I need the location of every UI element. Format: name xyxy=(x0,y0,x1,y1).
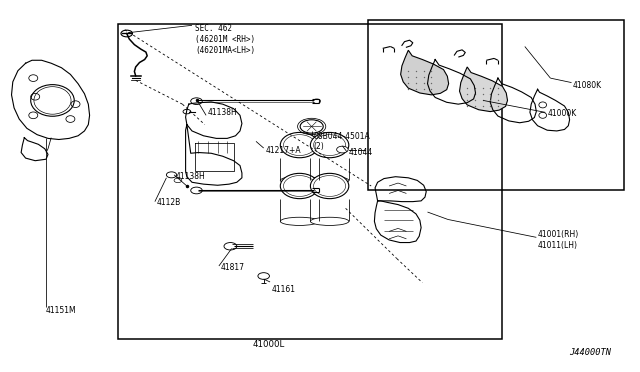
Circle shape xyxy=(258,273,269,279)
Text: 41151M: 41151M xyxy=(46,306,77,315)
Circle shape xyxy=(313,188,321,192)
Ellipse shape xyxy=(310,132,349,158)
Polygon shape xyxy=(401,50,449,95)
Text: 41044: 41044 xyxy=(349,148,373,157)
Circle shape xyxy=(224,243,237,250)
Ellipse shape xyxy=(310,173,349,199)
Circle shape xyxy=(191,187,202,194)
Bar xyxy=(118,24,502,339)
Text: 41138H: 41138H xyxy=(208,108,237,117)
Bar xyxy=(368,20,624,190)
Text: 41000L: 41000L xyxy=(253,340,285,349)
Text: 41161: 41161 xyxy=(272,285,296,294)
Text: 08B044-4501A
(2): 08B044-4501A (2) xyxy=(314,132,371,151)
Circle shape xyxy=(121,30,132,37)
Ellipse shape xyxy=(280,173,319,199)
Text: SEC. 462
(46201M <RH>)
(46201MA<LH>): SEC. 462 (46201M <RH>) (46201MA<LH>) xyxy=(195,24,255,55)
Text: 41080K: 41080K xyxy=(573,81,602,90)
Text: 41000K: 41000K xyxy=(547,109,577,118)
Text: 41001(RH)
41011(LH): 41001(RH) 41011(LH) xyxy=(538,230,579,250)
Text: 41817: 41817 xyxy=(221,263,244,272)
Polygon shape xyxy=(460,67,508,112)
Circle shape xyxy=(300,120,323,133)
Circle shape xyxy=(337,146,348,153)
Circle shape xyxy=(191,98,202,105)
Ellipse shape xyxy=(310,176,349,185)
Circle shape xyxy=(166,172,177,178)
Text: 4112B: 4112B xyxy=(157,198,181,207)
Circle shape xyxy=(183,109,191,114)
Ellipse shape xyxy=(280,176,319,185)
Text: 41217+A: 41217+A xyxy=(266,146,301,155)
Circle shape xyxy=(174,178,182,183)
Ellipse shape xyxy=(280,132,319,158)
Text: J44000TN: J44000TN xyxy=(569,348,611,357)
Ellipse shape xyxy=(310,217,349,225)
Circle shape xyxy=(313,99,321,103)
Text: 41138H: 41138H xyxy=(176,172,205,181)
Ellipse shape xyxy=(280,217,319,225)
